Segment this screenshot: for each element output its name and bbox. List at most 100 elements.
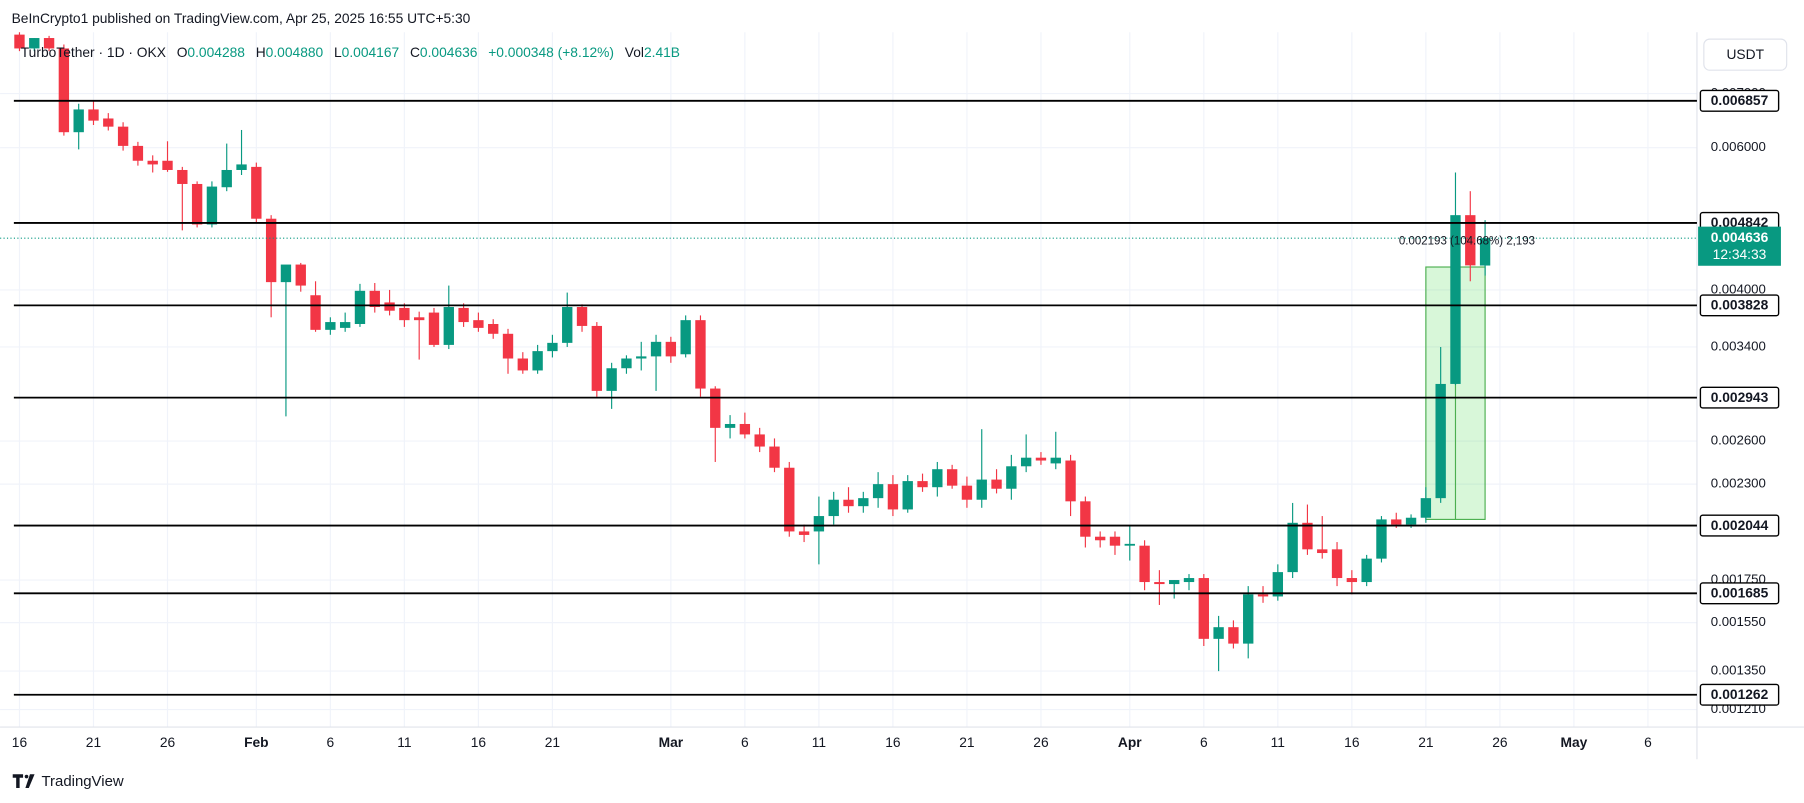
candle-body bbox=[843, 499, 854, 507]
candle-body bbox=[29, 38, 40, 49]
candle-body bbox=[1420, 498, 1432, 518]
y-tick-label: 0.002600 bbox=[1711, 433, 1766, 448]
candle-body bbox=[58, 48, 70, 133]
candle-body bbox=[310, 295, 321, 330]
level-badge bbox=[1699, 514, 1780, 537]
publish-info: BeInCrypto1 published on TradingView.com… bbox=[12, 11, 471, 26]
candle-body bbox=[1272, 572, 1284, 597]
candle-body bbox=[991, 479, 1002, 489]
high-label: H bbox=[256, 45, 266, 60]
candle-body bbox=[591, 325, 603, 391]
candle-body bbox=[295, 264, 306, 286]
candle-body bbox=[1391, 519, 1402, 525]
open-value: 0.004288 bbox=[187, 45, 245, 60]
candle-body bbox=[724, 423, 736, 428]
candle-body bbox=[354, 290, 366, 324]
candle-body bbox=[206, 186, 218, 225]
candle-body bbox=[887, 484, 899, 510]
tv-logo bbox=[12, 774, 35, 789]
level-badge bbox=[1699, 582, 1780, 605]
candle-body bbox=[236, 164, 247, 170]
x-tick-label: 16 bbox=[471, 735, 487, 750]
candle-body bbox=[265, 218, 277, 283]
y-tick-label: 0.003400 bbox=[1711, 338, 1766, 353]
candle-body bbox=[428, 312, 440, 345]
level-badge bbox=[1699, 386, 1780, 409]
candle-body bbox=[1198, 578, 1209, 639]
x-tick-label: 21 bbox=[1418, 735, 1433, 750]
candle-body bbox=[73, 109, 84, 133]
x-tick-label: 6 bbox=[1200, 735, 1208, 750]
candle-body bbox=[621, 358, 632, 369]
x-tick-label: 16 bbox=[12, 735, 28, 750]
candle-body bbox=[858, 498, 869, 507]
level-label: 0.002943 bbox=[1711, 390, 1769, 405]
currency[interactable]: USDT bbox=[1726, 47, 1764, 62]
candle-body bbox=[1405, 517, 1417, 525]
candle-body bbox=[739, 423, 751, 435]
candle-body bbox=[872, 484, 884, 499]
plot-area bbox=[0, 32, 1697, 672]
candle-body bbox=[1331, 549, 1343, 579]
candle-body bbox=[117, 126, 129, 146]
close-label: C bbox=[410, 45, 420, 60]
candle-body bbox=[798, 531, 810, 535]
low-value: 0.004167 bbox=[342, 45, 400, 60]
candle-body bbox=[1094, 536, 1106, 541]
low-label: L bbox=[334, 45, 342, 60]
x-tick-label: 16 bbox=[885, 735, 901, 750]
candle-body bbox=[606, 368, 617, 391]
candle-body bbox=[251, 166, 262, 219]
candle-body bbox=[710, 388, 721, 428]
candle-body bbox=[650, 341, 662, 357]
candle-body bbox=[1183, 578, 1195, 583]
x-tick-label: 6 bbox=[1644, 735, 1652, 750]
measure-label: 0.002193 (104.68%) 2,193 bbox=[1399, 236, 1535, 248]
candle-body bbox=[1124, 543, 1135, 546]
countdown: 12:34:33 bbox=[1713, 247, 1767, 262]
y-tick-label: 0.001350 bbox=[1711, 663, 1766, 678]
candle-body bbox=[1479, 238, 1491, 266]
candle-body bbox=[177, 169, 188, 184]
level-label: 0.006857 bbox=[1711, 93, 1769, 108]
current-price-badge bbox=[1698, 226, 1781, 266]
candle-body bbox=[1346, 578, 1358, 583]
candle-body bbox=[88, 109, 99, 121]
candle-body bbox=[339, 322, 351, 328]
candle-body bbox=[828, 499, 839, 517]
currency-button[interactable] bbox=[1703, 38, 1788, 71]
candle-body bbox=[1065, 460, 1076, 502]
x-tick-label: Apr bbox=[1118, 735, 1142, 750]
open-label: O bbox=[177, 45, 188, 60]
candle-body bbox=[932, 469, 943, 488]
x-tick-label: 16 bbox=[1344, 735, 1360, 750]
candle-body bbox=[1035, 457, 1047, 461]
candle-body bbox=[399, 307, 410, 321]
y-tick-label: 0.004000 bbox=[1711, 281, 1766, 296]
candle-body bbox=[1243, 594, 1254, 644]
candle-body bbox=[1435, 383, 1446, 499]
x-tick-label: 26 bbox=[1492, 735, 1508, 750]
x-tick-label: 26 bbox=[160, 735, 176, 750]
candle-body bbox=[162, 160, 173, 170]
candle-body bbox=[1139, 545, 1150, 583]
candle-body bbox=[1154, 582, 1165, 585]
candle-body bbox=[1376, 519, 1387, 559]
candle-body bbox=[1213, 627, 1224, 639]
candle-body bbox=[813, 516, 825, 532]
candle-body bbox=[325, 322, 336, 330]
candle-body bbox=[443, 307, 454, 345]
candle-body bbox=[1006, 466, 1017, 489]
candle-body bbox=[473, 320, 484, 328]
x-tick-label: May bbox=[1560, 735, 1587, 750]
candle-body bbox=[458, 307, 469, 323]
candle-body bbox=[517, 358, 528, 371]
candle-body bbox=[369, 290, 380, 308]
x-tick-label: Mar bbox=[659, 735, 684, 750]
candle-body bbox=[636, 356, 647, 359]
candle-body bbox=[1287, 522, 1298, 573]
candle-body bbox=[1450, 215, 1461, 384]
x-tick-label: 26 bbox=[1033, 735, 1049, 750]
candle-body bbox=[1020, 457, 1032, 467]
